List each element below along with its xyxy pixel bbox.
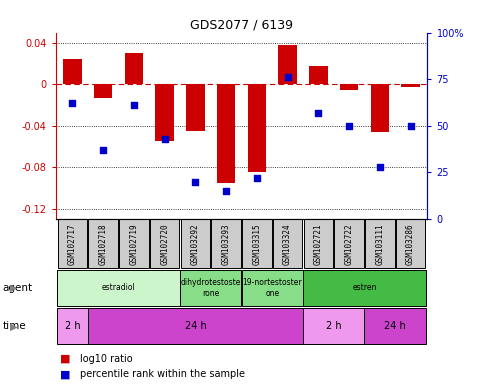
Text: 24 h: 24 h — [384, 321, 406, 331]
Text: 2 h: 2 h — [65, 321, 80, 331]
Text: GSM103315: GSM103315 — [253, 223, 261, 265]
Bar — [150, 219, 179, 268]
Text: 2 h: 2 h — [326, 321, 341, 331]
Bar — [309, 66, 327, 84]
Text: percentile rank within the sample: percentile rank within the sample — [80, 369, 245, 379]
Bar — [217, 84, 235, 183]
Bar — [340, 84, 358, 89]
Bar — [401, 84, 420, 88]
Text: GSM103324: GSM103324 — [283, 223, 292, 265]
Bar — [63, 58, 82, 84]
Text: GSM103292: GSM103292 — [191, 223, 200, 265]
Text: ▶: ▶ — [10, 321, 17, 331]
Text: GSM103286: GSM103286 — [406, 223, 415, 265]
Point — [192, 179, 199, 185]
Title: GDS2077 / 6139: GDS2077 / 6139 — [190, 18, 293, 31]
Bar — [119, 219, 149, 268]
Bar — [186, 84, 205, 131]
Bar — [156, 84, 174, 141]
Point — [284, 74, 291, 80]
Text: 24 h: 24 h — [185, 321, 206, 331]
Bar — [125, 53, 143, 84]
Bar — [94, 84, 113, 98]
Bar — [303, 270, 426, 306]
Bar — [303, 308, 365, 344]
Text: GSM102721: GSM102721 — [314, 223, 323, 265]
Bar — [57, 219, 87, 268]
Point — [407, 123, 414, 129]
Text: ▶: ▶ — [10, 283, 17, 293]
Text: GSM103111: GSM103111 — [375, 223, 384, 265]
Bar — [370, 84, 389, 132]
Text: dihydrotestoste
rone: dihydrotestoste rone — [181, 278, 241, 298]
Text: GSM102720: GSM102720 — [160, 223, 169, 265]
Point — [314, 110, 322, 116]
Text: agent: agent — [2, 283, 32, 293]
Bar — [212, 219, 241, 268]
Bar — [88, 308, 303, 344]
Bar — [181, 219, 210, 268]
Point — [99, 147, 107, 153]
Bar — [396, 219, 426, 268]
Bar — [242, 270, 303, 306]
Bar — [334, 219, 364, 268]
Bar — [248, 84, 266, 172]
Bar — [57, 270, 180, 306]
Bar — [180, 270, 242, 306]
Text: estradiol: estradiol — [102, 283, 135, 293]
Text: GSM102719: GSM102719 — [129, 223, 139, 265]
Bar — [304, 219, 333, 268]
Bar — [242, 219, 271, 268]
Point — [130, 102, 138, 108]
Point — [222, 188, 230, 194]
Point — [253, 175, 261, 181]
Text: GSM102722: GSM102722 — [344, 223, 354, 265]
Bar — [57, 308, 88, 344]
Bar — [278, 45, 297, 84]
Point — [161, 136, 169, 142]
Text: ■: ■ — [60, 369, 71, 379]
Text: estren: estren — [352, 283, 377, 293]
Text: GSM102718: GSM102718 — [99, 223, 108, 265]
Text: ■: ■ — [60, 354, 71, 364]
Point — [345, 123, 353, 129]
Bar — [273, 219, 302, 268]
Point — [376, 164, 384, 170]
Point — [69, 100, 76, 106]
Text: 19-nortestoster
one: 19-nortestoster one — [242, 278, 302, 298]
Text: GSM102717: GSM102717 — [68, 223, 77, 265]
Text: time: time — [2, 321, 26, 331]
Bar — [365, 308, 426, 344]
Text: GSM103293: GSM103293 — [222, 223, 230, 265]
Bar — [88, 219, 118, 268]
Text: log10 ratio: log10 ratio — [80, 354, 132, 364]
Bar — [365, 219, 395, 268]
